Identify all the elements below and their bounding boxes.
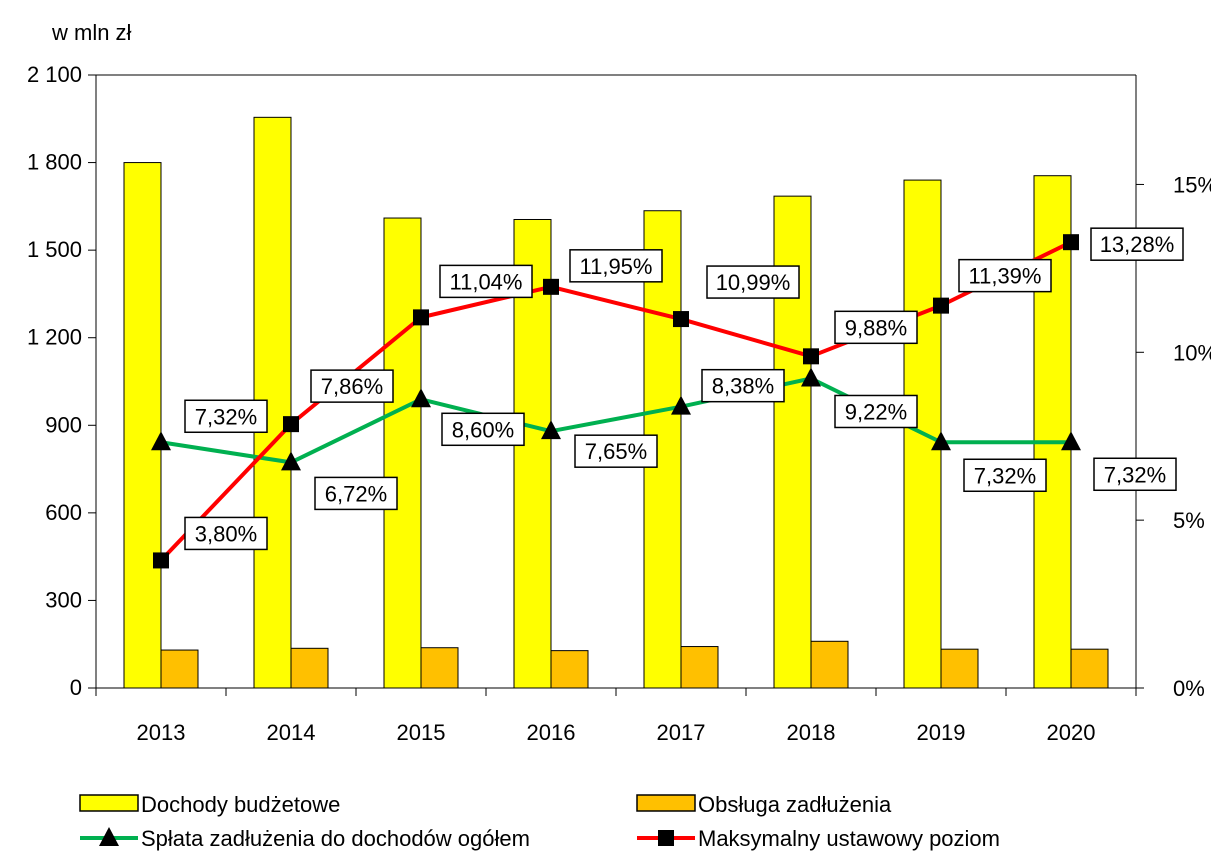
marker-triangle <box>801 367 821 387</box>
left-axis-tick-label: 600 <box>45 500 82 525</box>
data-label: 7,32% <box>195 404 257 429</box>
right-axis-tick-label: 5% <box>1173 508 1205 533</box>
marker-triangle <box>931 431 951 451</box>
left-axis-tick-label: 900 <box>45 412 82 437</box>
marker-triangle <box>1061 431 1081 451</box>
data-label-box <box>310 369 394 403</box>
x-axis-tick-label: 2017 <box>657 720 706 745</box>
data-label-box <box>963 458 1047 493</box>
marker-triangle <box>411 388 431 408</box>
data-label: 8,38% <box>712 374 774 399</box>
x-axis-tick-label: 2018 <box>787 720 836 745</box>
bar-obsluga <box>290 647 329 689</box>
marker-square <box>803 348 819 365</box>
data-label-box <box>184 399 268 434</box>
marker-square <box>413 309 429 326</box>
data-label: 11,04% <box>450 269 523 294</box>
data-label: 13,28% <box>1100 232 1175 257</box>
data-label-box <box>1093 457 1177 492</box>
bar-obsluga <box>420 647 459 689</box>
data-label: 7,32% <box>974 463 1036 488</box>
line-maksymalny <box>159 240 1072 562</box>
left-axis-tick-label: 0 <box>70 675 82 700</box>
data-label: 8,60% <box>452 417 514 442</box>
bar-dochody <box>123 162 162 689</box>
bar-obsluga <box>1070 648 1109 689</box>
legend-marker-square <box>658 830 674 846</box>
x-axis-tick-label: 2013 <box>137 720 186 745</box>
left-axis-tick-label: 2 100 <box>27 62 82 87</box>
legend-label: Spłata zadłużenia do dochodów ogółem <box>141 826 530 851</box>
data-label-box <box>441 412 525 447</box>
marker-square <box>673 311 689 328</box>
data-label: 7,32% <box>1104 462 1166 487</box>
marker-triangle <box>671 395 691 415</box>
bar-dochody <box>383 217 422 689</box>
data-label: 10,99% <box>716 270 791 295</box>
data-label: 11,39% <box>969 264 1042 289</box>
x-axis-tick-label: 2015 <box>397 720 446 745</box>
data-label: 9,22% <box>845 399 907 424</box>
marker-square <box>283 416 299 433</box>
data-label-box <box>706 265 800 299</box>
lines <box>151 234 1081 569</box>
bar-obsluga <box>160 649 199 689</box>
data-label: 9,88% <box>845 315 907 340</box>
x-axis-tick-label: 2019 <box>917 720 966 745</box>
bar-obsluga <box>680 646 719 689</box>
marker-square <box>1063 234 1079 251</box>
data-label-box <box>569 249 663 283</box>
bar-obsluga <box>940 648 979 689</box>
marker-triangle <box>281 451 301 471</box>
marker-square <box>933 297 949 314</box>
legend-swatch-bar <box>79 794 139 812</box>
marker-square <box>543 278 559 295</box>
legend-label: Dochody budżetowe <box>141 792 340 817</box>
bar-obsluga <box>550 650 589 689</box>
data-label-box <box>574 434 658 468</box>
right-axis: 0% 5% 10% 15% <box>1136 172 1211 701</box>
plot-frame <box>95 74 1137 689</box>
left-axis-tick-label: 1 500 <box>27 237 82 262</box>
legend-label: Maksymalny ustawowy poziom <box>698 826 1000 851</box>
legend-label: Obsługa zadłużenia <box>698 792 892 817</box>
x-axis-tick-label: 2014 <box>267 720 316 745</box>
marker-triangle <box>541 420 561 440</box>
data-label-box <box>834 394 918 429</box>
data-label-box <box>439 264 533 299</box>
data-label-box <box>1090 227 1184 261</box>
bar-obsluga <box>810 640 849 689</box>
data-label-box <box>834 310 918 345</box>
marker-square <box>153 552 169 569</box>
x-axis-tick-label: 2016 <box>527 720 576 745</box>
left-axis: 0 300 600 900 1 200 1 500 1 800 2 100 <box>27 62 96 700</box>
left-axis-tick-label: 1 800 <box>27 150 82 175</box>
right-axis-tick-label: 15% <box>1173 172 1211 197</box>
y-unit-label: w mln zł <box>51 20 132 45</box>
data-label-box <box>314 476 398 511</box>
data-label: 3,80% <box>195 521 257 546</box>
legend-marker-triangle <box>99 827 119 846</box>
legend-swatch-bar <box>636 794 696 812</box>
right-axis-tick-label: 0% <box>1173 676 1205 701</box>
left-axis-tick-label: 300 <box>45 587 82 612</box>
data-label: 6,72% <box>325 481 387 506</box>
data-label: 7,65% <box>585 439 647 464</box>
left-axis-tick-label: 1 200 <box>27 325 82 350</box>
bars <box>123 116 1109 689</box>
data-label: 11,95% <box>580 254 653 279</box>
data-label-box <box>701 368 785 403</box>
legend: Dochody budżetowe Obsługa zadłużenia Spłat… <box>79 792 1000 851</box>
data-label-box <box>184 516 268 551</box>
data-label-box <box>958 258 1052 293</box>
x-axis-tick-label: 2020 <box>1047 720 1096 745</box>
data-labels: 7,32% 6,72% 8,60% 7,65% 8,38% 9,22% 7,32% 7,32%… <box>184 227 1184 551</box>
marker-triangle <box>151 431 171 451</box>
x-axis: 2013 2014 2015 2016 2017 2018 2019 2020 <box>95 688 1137 745</box>
data-label: 7,86% <box>321 374 383 399</box>
line-splata <box>160 376 1071 465</box>
right-axis-tick-label: 10% <box>1173 340 1211 365</box>
